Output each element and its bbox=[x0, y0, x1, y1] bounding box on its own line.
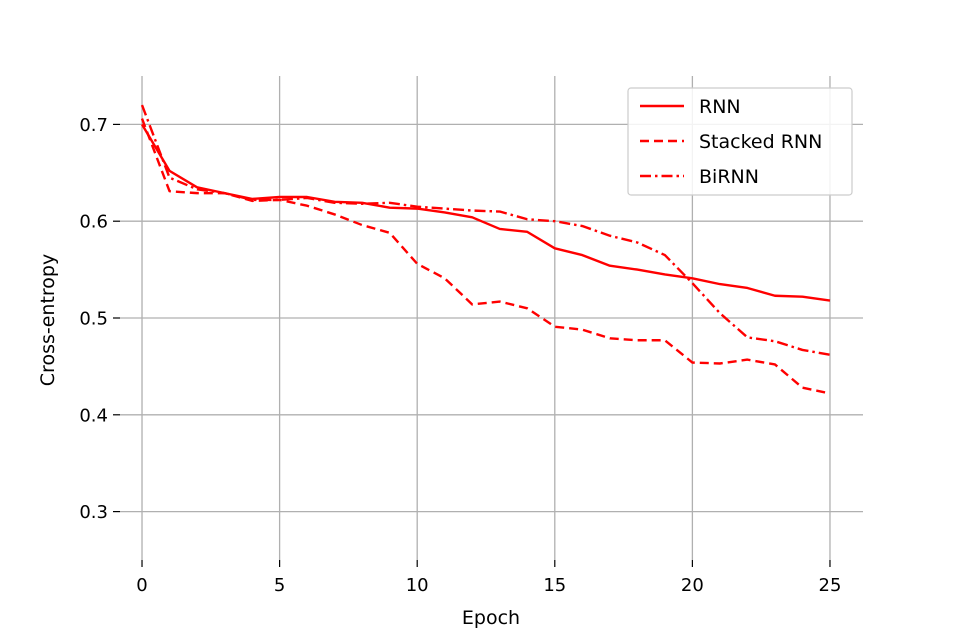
y-tick-label: 0.3 bbox=[79, 502, 108, 523]
legend-label: Stacked RNN bbox=[699, 131, 822, 153]
legend-label: BiRNN bbox=[699, 166, 759, 188]
x-axis-ticks: 0 5 10 15 20 25 bbox=[136, 560, 841, 596]
x-tick-label: 0 bbox=[136, 575, 147, 596]
y-tick-label: 0.4 bbox=[79, 405, 108, 426]
series-line-stacked-rnn bbox=[140, 118, 831, 395]
y-axis-label: Cross-entropy bbox=[37, 254, 59, 386]
legend-label: RNN bbox=[699, 96, 741, 118]
x-tick-label: 25 bbox=[819, 575, 842, 596]
series-line-rnn bbox=[140, 123, 831, 302]
legend: RNN Stacked RNN BiRNN bbox=[627, 87, 853, 196]
x-tick-label: 5 bbox=[274, 575, 285, 596]
y-tick-label: 0.6 bbox=[79, 212, 108, 233]
x-tick-label: 20 bbox=[681, 575, 704, 596]
legend-box bbox=[627, 87, 853, 196]
x-tick-label: 10 bbox=[406, 575, 429, 596]
axes: 0 5 10 15 20 25 0.3 0.4 0.5 0.6 0.7 bbox=[79, 115, 841, 596]
y-tick-label: 0.7 bbox=[79, 115, 108, 136]
y-axis-ticks: 0.3 0.4 0.5 0.6 0.7 bbox=[79, 115, 120, 523]
y-tick-label: 0.5 bbox=[79, 309, 108, 330]
x-tick-label: 15 bbox=[543, 575, 566, 596]
series-lines bbox=[140, 104, 831, 395]
x-axis-label: Epoch bbox=[462, 607, 520, 629]
